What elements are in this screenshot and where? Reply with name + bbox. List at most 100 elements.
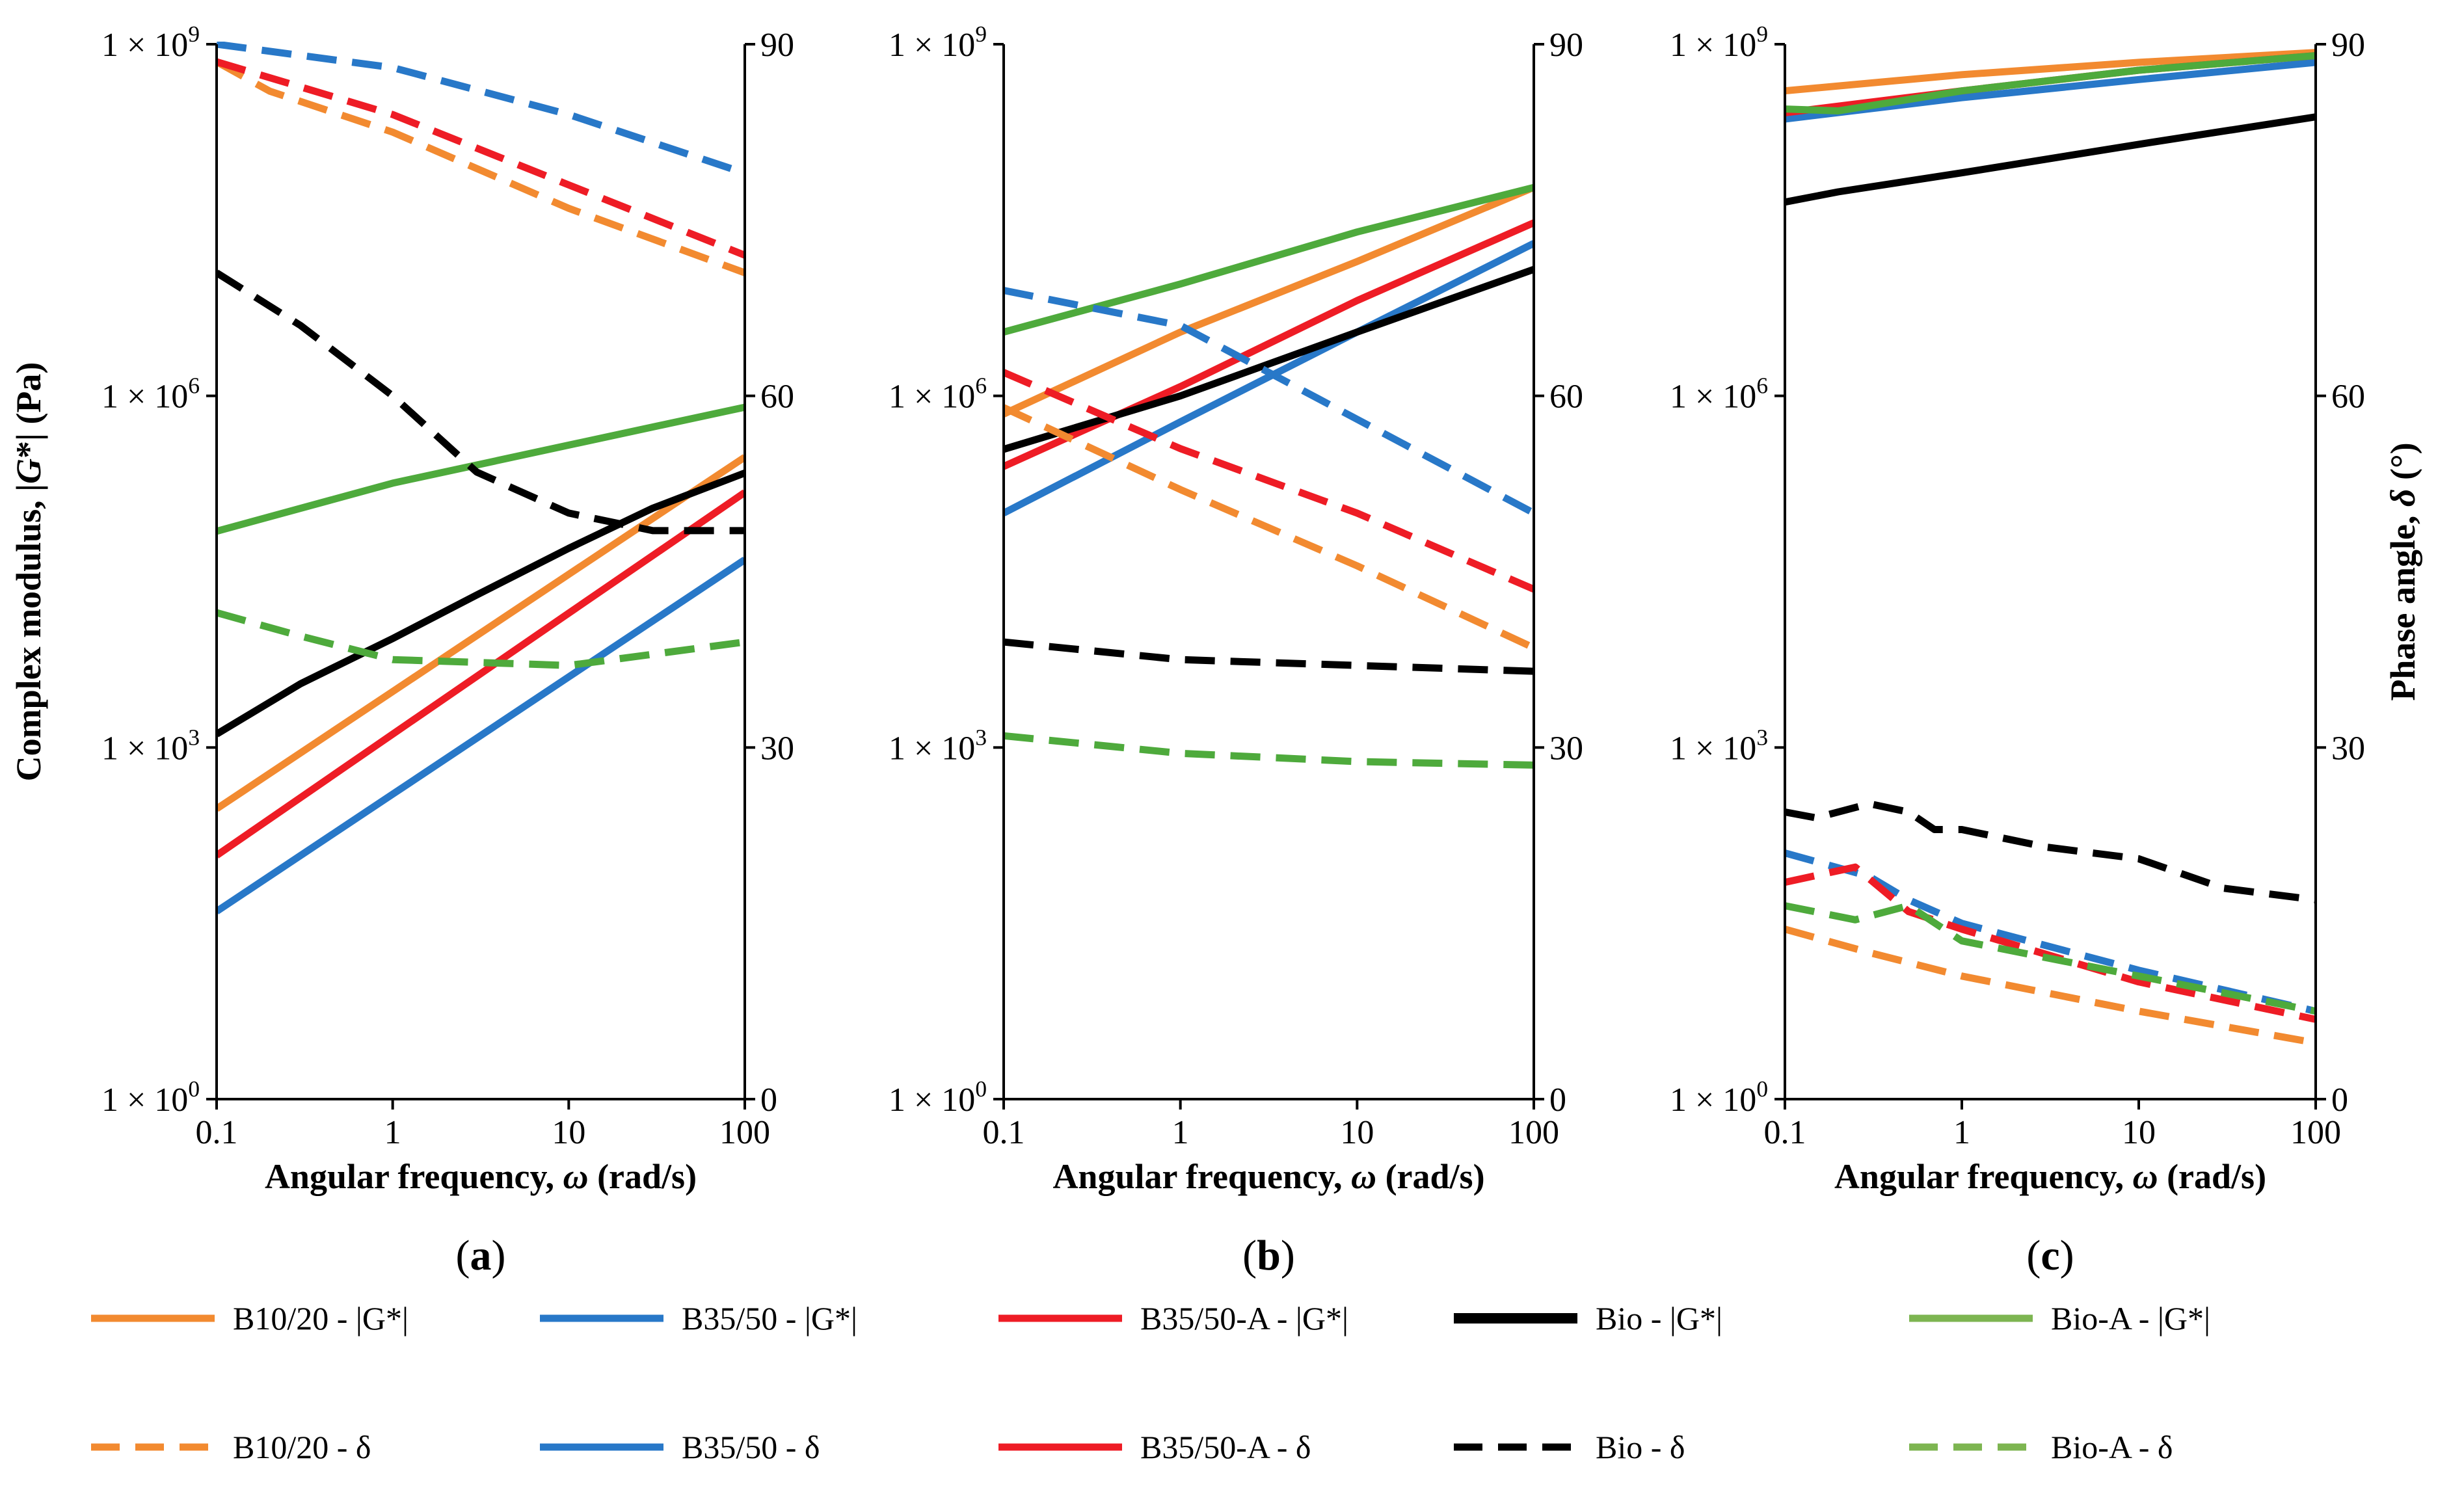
panel-label: (a) <box>456 1232 506 1279</box>
series-b10-20-g <box>1004 184 1534 418</box>
legend-item-bio-a-g: Bio-A - |G*| <box>1909 1300 2210 1337</box>
series-bio-a <box>1785 902 2316 1015</box>
legend-item-b35-50-g: B35/50 - |G*| <box>540 1300 857 1337</box>
legend-item-bio-a: Bio-A - δ <box>1909 1429 2173 1465</box>
x-tick-label: 100 <box>719 1114 770 1151</box>
y2-tick-label: 30 <box>1549 730 1583 767</box>
series-bio-g <box>217 470 745 738</box>
y-tick-label: 1 × 103 <box>889 724 987 767</box>
panel-label: (b) <box>1242 1232 1295 1279</box>
legend-item-b35-50-a: B35/50-A - δ <box>998 1429 1311 1465</box>
y2-tick-label: 90 <box>1549 27 1583 64</box>
y-tick-label: 1 × 100 <box>889 1076 987 1119</box>
y2-tick-label: 30 <box>2331 730 2365 767</box>
legend-label: B10/20 - δ <box>233 1429 371 1465</box>
legend-item-b35-50-a-g: B35/50-A - |G*| <box>998 1300 1348 1337</box>
series-bio-a-g <box>217 403 745 535</box>
y2-tick-label: 60 <box>1549 379 1583 416</box>
x-tick-label: 10 <box>2122 1114 2156 1151</box>
series-b35-50-a-g <box>217 489 745 858</box>
x-tick-label: 1 <box>1172 1114 1189 1151</box>
series-b10-20 <box>1785 925 2316 1046</box>
series-bio-a-g <box>1004 183 1534 336</box>
y2-tick-label: 0 <box>760 1082 777 1119</box>
legend-item-bio-g: Bio - |G*| <box>1454 1300 1722 1337</box>
series-group <box>1004 183 1534 769</box>
series-b10-20 <box>1004 404 1534 652</box>
y2-tick-label: 0 <box>2331 1082 2348 1119</box>
series-bio-a <box>217 609 745 669</box>
legend-label: B35/50-A - |G*| <box>1140 1300 1348 1337</box>
series-b35-50-g <box>1004 240 1534 516</box>
legend-item-b35-50: B35/50 - δ <box>540 1429 820 1465</box>
y-tick-label: 1 × 103 <box>1670 724 1768 767</box>
x-axis-title: Angular frequency, ω (rad/s) <box>265 1157 697 1196</box>
series-b35-50 <box>1004 287 1534 516</box>
series-b10-20-g <box>1785 49 2316 95</box>
series-b35-50 <box>217 42 745 177</box>
y-tick-label: 1 × 106 <box>1670 373 1768 416</box>
y2-tick-label: 0 <box>1549 1082 1566 1119</box>
x-axis-title: Angular frequency, ω (rad/s) <box>1052 1157 1484 1196</box>
x-tick-label: 1 <box>384 1114 401 1151</box>
legend-label: Bio - |G*| <box>1596 1300 1722 1337</box>
x-tick-label: 1 <box>1953 1114 1970 1151</box>
series-group <box>1785 49 2316 1046</box>
legend-label: Bio-A - δ <box>2051 1429 2173 1465</box>
series-b35-50-a <box>1004 369 1534 593</box>
y-tick-label: 1 × 106 <box>101 373 200 416</box>
legend-item-b10-20: B10/20 - δ <box>91 1429 371 1465</box>
y-tick-label: 1 × 100 <box>1670 1076 1768 1119</box>
y-tick-label: 1 × 106 <box>889 373 987 416</box>
y2-tick-label: 90 <box>760 27 794 64</box>
y-tick-label: 1 × 109 <box>101 21 200 64</box>
y-axis-title: Complex modulus, |G*| (Pa) <box>9 362 48 782</box>
series-bio <box>217 269 745 535</box>
panel-label: (c) <box>2026 1232 2074 1279</box>
legend-item-bio: Bio - δ <box>1454 1429 1685 1465</box>
series-b35-50-a <box>1785 863 2316 1023</box>
legend: B10/20 - |G*| B35/50 - |G*| B35/50-A - |G*… <box>91 1300 2210 1465</box>
x-tick-label: 10 <box>1340 1114 1374 1151</box>
legend-label: B35/50-A - δ <box>1140 1429 1311 1465</box>
y2-tick-label: 90 <box>2331 27 2365 64</box>
legend-label: Bio - δ <box>1596 1429 1685 1465</box>
panel-3: 0.1 1 10 100 1 × 100 1 × 103 1 × 106 1 × 109 0 30… <box>1670 21 2422 1279</box>
y-tick-label: 1 × 100 <box>101 1076 200 1119</box>
series-b35-50-g <box>217 557 745 914</box>
y-tick-label: 1 × 109 <box>889 21 987 64</box>
y2-axis-title: Phase angle, δ (°) <box>2383 442 2422 700</box>
series-b35-50-a-g <box>1004 219 1534 470</box>
x-tick-label: 10 <box>552 1114 585 1151</box>
y2-tick-label: 30 <box>760 730 794 767</box>
legend-label: B35/50 - δ <box>682 1429 820 1465</box>
legend-label: Bio-A - |G*| <box>2051 1300 2210 1337</box>
series-b35-50 <box>1785 849 2316 1015</box>
x-tick-label: 100 <box>1508 1114 1559 1151</box>
series-bio-g <box>1004 266 1534 453</box>
x-tick-label: 0.1 <box>1764 1114 1806 1151</box>
series-b35-50-a <box>217 58 745 259</box>
series-bio <box>1004 638 1534 675</box>
series-b10-20-g <box>217 454 745 812</box>
series-bio <box>1785 800 2316 904</box>
x-tick-label: 0.1 <box>983 1114 1025 1151</box>
x-tick-label: 100 <box>2290 1114 2341 1151</box>
series-group <box>217 42 745 914</box>
panel-1: 0.1 1 10 100 1 × 100 1 × 103 1 × 106 1 × 109 0 30… <box>9 21 794 1279</box>
legend-label: B10/20 - |G*| <box>233 1300 408 1337</box>
x-axis-title: Angular frequency, ω (rad/s) <box>1834 1157 2266 1196</box>
legend-item-b10-20-g: B10/20 - |G*| <box>91 1300 408 1337</box>
series-b10-20 <box>217 59 745 276</box>
series-bio-a-g <box>1785 52 2316 114</box>
series-bio-a <box>1004 732 1534 769</box>
x-tick-label: 0.1 <box>196 1114 238 1151</box>
y-tick-label: 1 × 109 <box>1670 21 1768 64</box>
legend-label: B35/50 - |G*| <box>682 1300 857 1337</box>
panel-2: 0.1 1 10 100 1 × 100 1 × 103 1 × 106 1 × 109 0 30… <box>889 21 1583 1279</box>
y-tick-label: 1 × 103 <box>101 724 200 767</box>
series-bio-g <box>1785 113 2316 206</box>
y2-tick-label: 60 <box>2331 379 2365 416</box>
